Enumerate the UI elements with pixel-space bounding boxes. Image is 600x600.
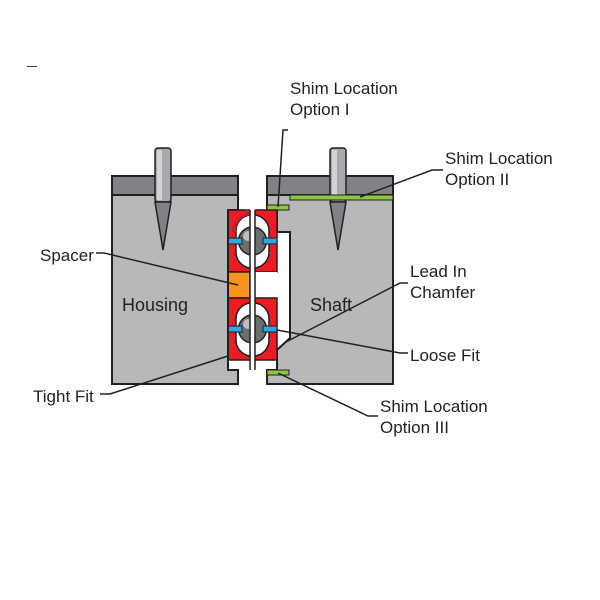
label-shaft: Shaft: [310, 294, 352, 317]
label-loosefit: Loose Fit: [410, 345, 480, 366]
shim-3: [267, 370, 289, 375]
label-shim1: Shim LocationOption I: [290, 78, 398, 121]
spacer-part: [228, 272, 250, 298]
label-tightfit: Tight Fit: [33, 386, 94, 407]
label-shim3: Shim LocationOption III: [380, 396, 488, 439]
label-shim2: Shim LocationOption II: [445, 148, 553, 191]
label-spacer: Spacer: [40, 245, 94, 266]
housing-block: [112, 148, 238, 384]
label-housing: Housing: [122, 294, 188, 317]
shim-2: [290, 195, 393, 200]
corner-mark: ¯: [26, 64, 38, 84]
label-leadin: Lead InChamfer: [410, 261, 475, 304]
